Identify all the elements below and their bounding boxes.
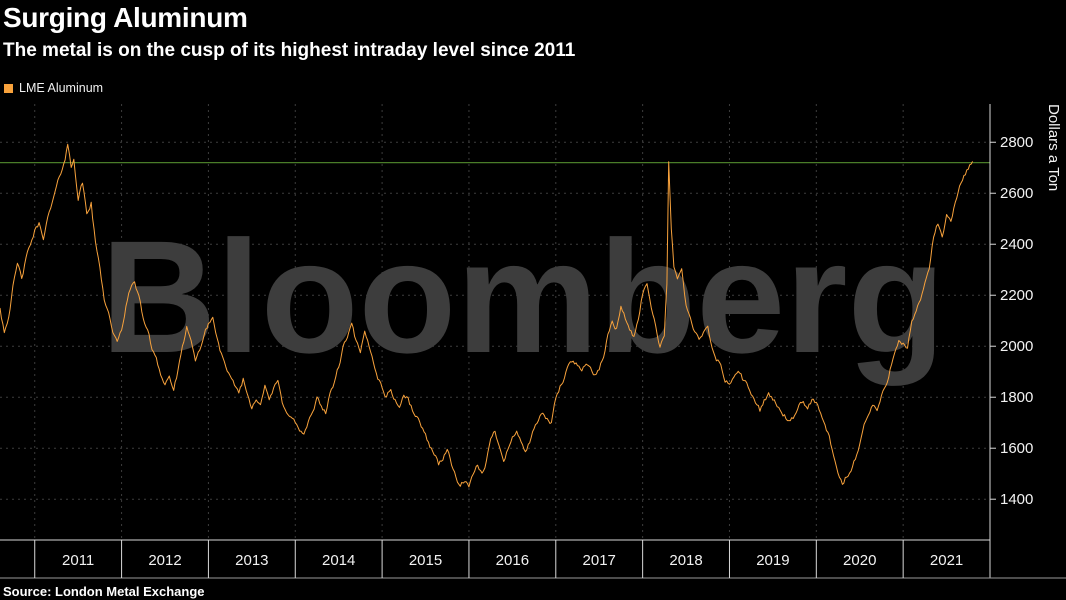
x-axis-tick-label: 2014 (322, 552, 355, 569)
x-axis-tick-label: 2021 (930, 552, 963, 569)
legend-marker-icon (4, 83, 13, 93)
y-axis-tick-label: 1600 (1000, 440, 1033, 457)
y-axis-tick-label: 2000 (1000, 338, 1033, 355)
x-axis-tick-label: 2015 (409, 552, 442, 569)
y-axis-tick-label: 2200 (1000, 287, 1033, 304)
y-axis-tick-label: 1400 (1000, 491, 1033, 508)
y-axis-title: Dollars a Ton (1045, 104, 1062, 192)
x-axis-tick-label: 2018 (669, 552, 702, 569)
y-axis-tick-label: 2400 (1000, 236, 1033, 253)
page-title: Surging Aluminum (3, 2, 248, 33)
x-axis-tick-label: 2020 (843, 552, 876, 569)
x-axis-tick-label: 2016 (496, 552, 529, 569)
aluminum-price-line (0, 143, 974, 488)
bloomberg-watermark: Bloomberg (101, 207, 945, 386)
x-axis-tick-label: 2017 (583, 552, 616, 569)
chart-subtitle: The metal is on the cusp of its highest … (3, 40, 576, 61)
legend: LME Aluminum (4, 81, 103, 95)
x-axis-tick-label: 2011 (62, 552, 94, 569)
y-axis-tick-label: 2600 (1000, 185, 1033, 202)
x-axis-tick-label: 2013 (235, 552, 268, 569)
x-axis-tick-label: 2019 (756, 552, 789, 569)
y-axis-tick-label: 1800 (1000, 389, 1033, 406)
legend-label: LME Aluminum (19, 81, 104, 95)
y-axis-tick-label: 2800 (1000, 134, 1033, 151)
x-axis-tick-label: 2012 (148, 552, 181, 569)
source-note: Source: London Metal Exchange (3, 584, 205, 599)
